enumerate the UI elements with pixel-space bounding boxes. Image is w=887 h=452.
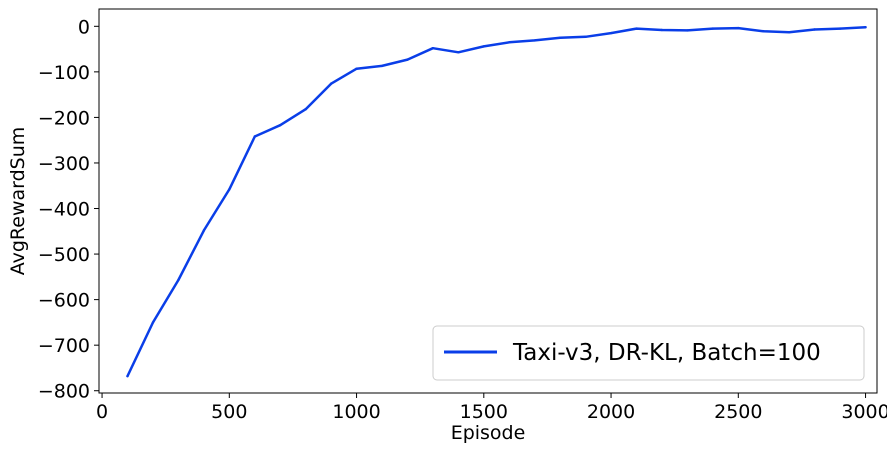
y-tick-label: −500 [38, 244, 90, 266]
x-axis-label: Episode [451, 422, 526, 444]
series-line [126, 25, 867, 378]
y-tick-label: −700 [38, 335, 90, 357]
legend: Taxi-v3, DR-KL, Batch=100 [432, 325, 865, 381]
data-point [355, 67, 358, 70]
plot-frame [98, 8, 878, 394]
y-tick-label: −100 [38, 62, 90, 84]
data-point [406, 58, 409, 61]
y-tick-label: −200 [38, 107, 90, 129]
data-point [177, 278, 180, 282]
series-layer [126, 25, 867, 378]
data-point [813, 28, 816, 31]
data-point [660, 28, 664, 32]
data-point [737, 26, 740, 30]
data-point [635, 27, 638, 30]
data-point [329, 82, 333, 85]
data-point [431, 47, 435, 50]
data-point [279, 124, 282, 127]
y-tick-label: −800 [38, 381, 90, 403]
data-point [533, 39, 536, 42]
data-point [482, 45, 485, 48]
y-tick-label: 0 [78, 16, 90, 38]
data-point [457, 51, 460, 54]
x-tick-label: 1000 [332, 401, 380, 423]
data-point [584, 35, 587, 38]
x-axis-ticks: 0 500 1000 1500 2000 2500 3000 [96, 393, 887, 423]
x-tick-label: 1500 [460, 401, 508, 423]
data-point [686, 29, 689, 32]
data-point [559, 36, 562, 39]
data-point [202, 229, 206, 232]
x-tick-label: 2500 [714, 401, 762, 423]
data-point [609, 31, 613, 35]
data-point [151, 321, 155, 324]
y-tick-label: −600 [38, 290, 90, 312]
x-tick-label: 500 [211, 401, 247, 423]
data-point [838, 27, 842, 30]
data-point [126, 374, 129, 378]
legend-box [432, 325, 865, 381]
legend-label: Taxi-v3, DR-KL, Batch=100 [512, 340, 821, 366]
y-tick-label: −300 [38, 153, 90, 175]
x-tick-label: 0 [96, 401, 108, 423]
data-point [304, 108, 307, 111]
data-point [864, 26, 867, 29]
data-point [508, 41, 511, 44]
y-axis-label: AvgRewardSum [7, 127, 29, 276]
data-point [253, 135, 256, 138]
x-tick-label: 2000 [587, 401, 635, 423]
data-point [228, 188, 231, 191]
data-point [762, 30, 765, 33]
data-point [711, 27, 714, 30]
y-tick-label: −400 [38, 199, 90, 221]
data-point [788, 31, 791, 34]
data-point [380, 64, 384, 68]
y-axis-ticks: 0 −100 −200 −300 −400 −500 −600 −700 −800 [38, 16, 99, 403]
x-tick-label: 3000 [841, 401, 887, 423]
